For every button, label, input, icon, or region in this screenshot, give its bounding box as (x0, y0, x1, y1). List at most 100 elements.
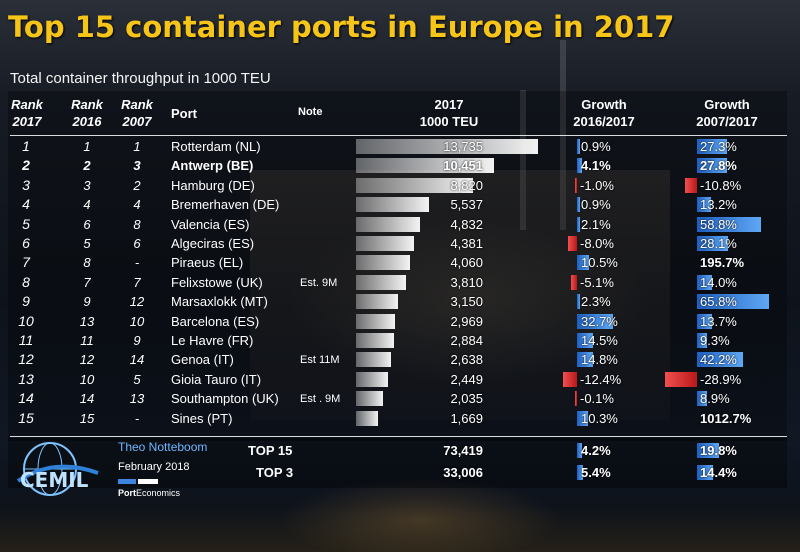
growth-2007-2017-value: 14.0% (700, 275, 737, 290)
container-ship-silhouette (250, 170, 670, 420)
growth-2016-2017-bar (577, 255, 589, 270)
rank-2017: 6 (22, 235, 30, 251)
growth-2016-2017-value: -5.1% (580, 275, 614, 290)
rank-2017: 10 (18, 313, 34, 329)
totals-panel (8, 438, 787, 488)
growth-2007-2017-value: 13.2% (700, 197, 737, 212)
growth-2007-2017-value: 65.8% (700, 294, 737, 309)
rank-2007: 4 (133, 197, 141, 212)
growth-2016-2017-value: -12.4% (580, 372, 622, 387)
growth-2016-2017-value: 14.8% (581, 352, 618, 367)
growth-2016-2017-bar (577, 294, 580, 309)
growth-2016-2017-value: -1.0% (580, 178, 614, 193)
totals-teu-value: 73,419 (443, 443, 483, 458)
port-name: Rotterdam (NL) (171, 139, 261, 154)
author-name: Theo Notteboom (118, 440, 208, 454)
totals-teu-value: 33,006 (443, 465, 483, 480)
growth-2007-2017-bar (697, 197, 712, 212)
growth-2007-2017-value: 27.8% (700, 158, 737, 173)
growth-2007-2017-bar (697, 391, 707, 406)
header-rank-2016-year: 2016 (72, 114, 102, 129)
growth-2007-2017-bar (697, 314, 712, 329)
rank-2016: 3 (83, 178, 91, 193)
teu-bar (356, 139, 538, 154)
teu-bar (356, 197, 430, 212)
rank-2007: 13 (129, 391, 145, 406)
teu-bar (356, 294, 398, 309)
growth-2007-2017-value: 8.9% (700, 391, 730, 406)
header-growth-2007-2017-period: 2007/2017 (696, 114, 758, 129)
growth-2016-2017-value: 32.7% (581, 314, 618, 329)
teu-bar (356, 411, 379, 426)
cemil-globe-logo: CEMIL (16, 442, 99, 496)
rank-2016: 4 (83, 197, 91, 212)
growth-2016-2017-bar (577, 158, 582, 173)
growth-2007-2017-value: -10.8% (700, 178, 742, 193)
header-divider (10, 135, 787, 136)
growth-2007-2017-bar (697, 236, 728, 251)
growth-2016-2017-value: 10.5% (581, 255, 618, 270)
port-name: Southampton (UK) (171, 391, 279, 406)
teu-bar (356, 275, 407, 290)
header-teu-unit: 1000 TEU (419, 114, 479, 129)
rank-2007: 6 (133, 236, 141, 251)
teu-value: 8,820 (450, 178, 483, 193)
rank-2016: 7 (83, 275, 91, 290)
teu-value: 4,060 (450, 255, 483, 270)
growth-2016-2017-value: 0.9% (581, 139, 611, 154)
growth-2016-2017-bar (577, 411, 589, 426)
growth-2016-2017-bar (571, 275, 577, 290)
rank-2017: 8 (22, 274, 30, 290)
growth-2007-2017-bar (697, 352, 744, 367)
port-note: Est . 9M (300, 393, 341, 405)
growth-2016-2017-bar (577, 352, 594, 367)
totals-growth-2016-2017-bar (577, 465, 583, 480)
teu-value: 2,884 (450, 333, 483, 348)
teu-bar (356, 333, 395, 348)
rank-2016: 1 (83, 139, 91, 154)
teu-bar (356, 352, 391, 367)
header-rank-2017-year: 2017 (12, 114, 42, 129)
growth-2007-2017-value: 42.2% (700, 352, 737, 367)
rank-2016: 9 (83, 294, 91, 309)
growth-2007-2017-value: 58.8% (700, 217, 737, 232)
rank-2016: 11 (80, 333, 94, 348)
teu-bar (356, 314, 396, 329)
teu-value: 2,035 (450, 391, 483, 406)
teu-value: 2,969 (450, 314, 483, 329)
growth-2016-2017-bar (577, 333, 593, 348)
rank-2017: 14 (18, 390, 34, 406)
rank-2007: 10 (129, 314, 145, 329)
logo-text: CEMIL (20, 468, 89, 492)
teu-value: 10,451 (443, 158, 483, 173)
rank-2017: 1 (22, 138, 30, 154)
port-name: Le Havre (FR) (171, 333, 254, 348)
teu-value: 1,669 (450, 411, 483, 426)
port-name: Piraeus (EL) (171, 255, 244, 270)
growth-2007-2017-bar (697, 139, 727, 154)
teu-value: 3,810 (450, 275, 483, 290)
rank-2007: - (134, 255, 140, 270)
port-name: Sines (PT) (171, 411, 233, 426)
growth-2016-2017-value: -0.1% (580, 391, 614, 406)
growth-2016-2017-bar (563, 372, 577, 387)
rank-2007: 9 (133, 333, 141, 348)
header-growth-2016-2017: Growth 2016/2017 (556, 96, 652, 130)
growth-2016-2017-value: 2.1% (581, 217, 611, 232)
port-name: Felixstowe (UK) (171, 275, 263, 290)
growth-2016-2017-value: 10.3% (581, 411, 618, 426)
teu-value: 5,537 (450, 197, 483, 212)
growth-2007-2017-bar (697, 333, 708, 348)
growth-2016-2017-bar (574, 178, 577, 193)
growth-2007-2017-value: 1012.7% (700, 411, 752, 426)
teu-value: 2,638 (450, 352, 483, 367)
teu-value: 3,150 (450, 294, 483, 309)
rank-2017: 7 (22, 254, 30, 270)
growth-2016-2017-value: 14.5% (581, 333, 618, 348)
rank-2017: 3 (22, 177, 30, 193)
header-teu: 2017 1000 TEU (404, 96, 494, 130)
rank-2007: 8 (133, 217, 141, 232)
rank-2016: 14 (79, 391, 95, 406)
logo-port: Port (118, 488, 136, 498)
totals-label: TOP 15 (248, 443, 293, 458)
